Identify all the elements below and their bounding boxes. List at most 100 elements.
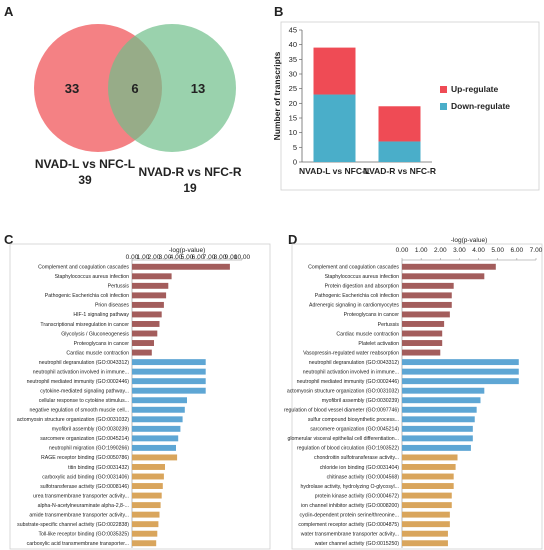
category-label: regulation of blood vessel diameter (GO:… <box>284 408 399 414</box>
x-tick-label: 10.00 <box>234 254 251 261</box>
category-label: HIF-1 signaling pathway <box>73 312 129 318</box>
category-label: actomyosin structure organization (GO:00… <box>17 417 129 423</box>
bar <box>402 321 445 327</box>
category-label: neutrophil mediated immunity (GO:0002446… <box>27 379 130 385</box>
bar <box>132 444 176 451</box>
category-label: titin binding (GO:0031432) <box>68 465 129 471</box>
y-tick-label: 40 <box>289 40 297 49</box>
category-label: water transmembrane transporter activity… <box>301 532 399 538</box>
category-label: urea transmembrane transporter activity.… <box>33 493 129 499</box>
y-tick-label: 10 <box>289 128 297 137</box>
category-label: carboxylic acid binding (GO:0031406) <box>42 474 129 480</box>
bar <box>132 492 162 499</box>
stacked-bar-chart: 0 5 10 15 20 25 30 35 40 45 Number of transcripts N… <box>272 21 540 191</box>
bar <box>132 263 230 270</box>
x-tick-label: 3.00 <box>159 254 172 261</box>
category-label: myofibril assembly (GO:0030239) <box>52 427 130 433</box>
category-label: cyclin-dependent protein serine/threonin… <box>300 512 400 518</box>
x-tick-label: 1.00 <box>137 254 150 261</box>
bar <box>132 282 169 289</box>
bar <box>402 473 454 480</box>
y-tick-label: 0 <box>293 158 297 167</box>
venn-right-name: NVAD-R vs NFC-R <box>138 165 241 179</box>
bar <box>132 311 162 318</box>
panel-letter-b: B <box>274 4 283 19</box>
category-label: Platelet activation <box>358 341 399 347</box>
category-label: substrate-specific channel activity (GO:… <box>17 522 129 528</box>
legend-label: Down-regulate <box>451 101 510 111</box>
category-label: carboxylic acid transmembrane transporte… <box>27 541 129 547</box>
y-tick-label: 15 <box>289 114 297 123</box>
enrichment-chart-d: -log(p-value) 0.00 1.00 2.00 3.00 4.00 5.00 6.0… <box>284 237 543 550</box>
category-label: Staphylococcus aureus infection <box>325 274 400 280</box>
category-label: RAGE receptor binding (GO:0050786) <box>41 455 129 461</box>
y-tick-label: 20 <box>289 99 297 108</box>
category-label: Protein digestion and absorption <box>325 284 400 290</box>
bar <box>132 359 206 366</box>
bar <box>402 359 519 366</box>
bar <box>402 406 477 413</box>
bar <box>402 397 481 404</box>
bar <box>402 521 450 528</box>
bar <box>402 464 456 470</box>
bar <box>132 454 178 461</box>
x-tick-label: NVAD-R vs NFC-R <box>363 166 436 176</box>
panel-letter-d: D <box>288 232 297 247</box>
bar <box>402 273 485 280</box>
x-tick-label: 3.00 <box>453 247 466 254</box>
bar <box>132 435 179 442</box>
bar <box>402 416 475 423</box>
bar <box>132 464 165 470</box>
y-tick-label: 5 <box>293 143 297 152</box>
x-tick-label: 6.00 <box>511 247 524 254</box>
category-label: hydrolase activity, hydrolyzing O-glycos… <box>300 484 399 490</box>
category-label: amide transmembrane transporter activity… <box>29 512 129 518</box>
category-label: Pathogenic Escherichia coli infection <box>315 293 399 299</box>
category-label: Toll-like receptor binding (GO:0035325) <box>38 532 129 538</box>
category-label: alpha-N-acetylneuraminate alpha-2,8-... <box>38 503 129 509</box>
category-label: sarcomere organization (GO:0045214) <box>310 427 399 433</box>
category-label: complement receptor activity (GO:0004875… <box>298 522 399 528</box>
bar <box>402 368 519 375</box>
bar <box>132 301 164 308</box>
venn-diagram: 33 6 13 NVAD-L vs NFC-L 39 NVAD-R vs NFC… <box>34 24 242 195</box>
bar <box>402 454 458 461</box>
category-label: Prion diseases <box>95 303 129 309</box>
bar <box>132 330 158 337</box>
bar <box>402 502 452 509</box>
category-label: Complement and coagulation cascades <box>308 265 399 271</box>
category-label: regulation of blood circulation (GO:1903… <box>297 446 399 452</box>
x-tick-label: 2.00 <box>434 247 447 254</box>
y-axis-title: Number of transcripts <box>272 51 282 140</box>
category-label: Proteoglycans in cancer <box>344 312 400 318</box>
category-label: Vasopressin-regulated water reabsorption <box>303 350 399 356</box>
venn-overlap-count: 6 <box>131 81 138 96</box>
bar <box>402 282 454 289</box>
category-label: myofibril assembly (GO:0030239) <box>322 398 400 404</box>
legend-swatch <box>440 86 447 93</box>
category-label: chitinase activity (GO:0004568) <box>327 474 400 480</box>
x-tick-label: 0.00 <box>126 254 139 261</box>
category-label: neutrophil activation involved in immune… <box>33 369 129 375</box>
x-tick-label: 0.00 <box>396 247 409 254</box>
bar <box>402 483 454 489</box>
x-tick-label: 8.00 <box>214 254 227 261</box>
category-label: cellular response to cytokine stimulus..… <box>39 398 129 404</box>
category-label: neutrophil activation involved in immune… <box>303 369 399 375</box>
bar <box>402 425 473 432</box>
bar <box>132 473 164 480</box>
bar <box>132 273 172 280</box>
x-tick-label: 9.00 <box>225 254 238 261</box>
bar <box>132 378 206 385</box>
venn-right-total: 19 <box>183 181 197 195</box>
bar <box>132 397 187 404</box>
category-label: actomyosin structure organization (GO:00… <box>287 389 399 395</box>
category-label: Glycolysis / Gluconeogenesis <box>61 331 129 337</box>
bar <box>402 511 450 518</box>
bar <box>132 349 152 356</box>
x-tick-label: 2.00 <box>148 254 161 261</box>
x-axis-title: -log(p-value) <box>169 247 206 254</box>
category-label: Complement and coagulation cascades <box>38 265 129 271</box>
category-label: cytokine-mediated signaling pathway... <box>40 389 129 395</box>
